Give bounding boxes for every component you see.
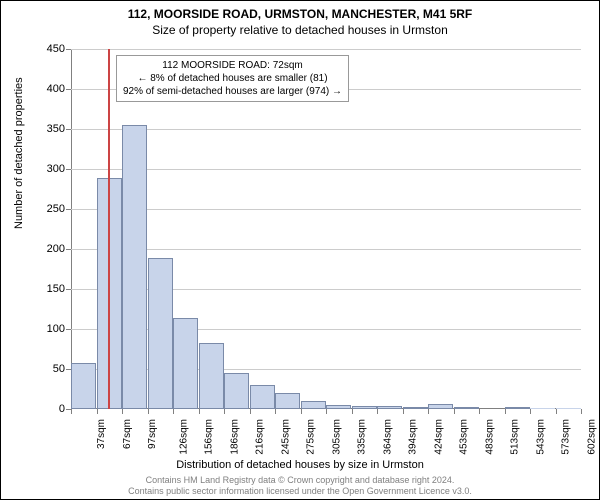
gridline [71, 169, 581, 170]
gridline [71, 249, 581, 250]
x-tick-mark [530, 409, 531, 414]
histogram-bar [250, 385, 275, 409]
histogram-bar [148, 258, 173, 409]
y-tick-mark [66, 289, 71, 290]
x-tick-mark [199, 409, 200, 414]
y-axis-label: Number of detached properties [13, 77, 25, 229]
x-tick-label: 573sqm [561, 419, 572, 455]
x-tick-label: 156sqm [204, 419, 215, 455]
histogram-bar [326, 405, 351, 409]
x-tick-label: 305sqm [331, 419, 342, 455]
x-tick-label: 67sqm [122, 419, 133, 449]
x-tick-mark [97, 409, 98, 414]
y-tick-label: 0 [35, 403, 65, 415]
histogram-bar [454, 407, 479, 409]
footer-line2: Contains public sector information licen… [1, 486, 599, 497]
x-tick-mark [301, 409, 302, 414]
x-tick-label: 245sqm [280, 419, 291, 455]
y-tick-label: 350 [35, 123, 65, 135]
histogram-bar [403, 407, 428, 409]
x-tick-label: 483sqm [484, 419, 495, 455]
histogram-bar [556, 408, 581, 409]
x-tick-label: 394sqm [408, 419, 419, 455]
x-tick-label: 364sqm [382, 419, 393, 455]
chart-container: 112, MOORSIDE ROAD, URMSTON, MANCHESTER,… [0, 0, 600, 500]
x-tick-label: 602sqm [586, 419, 597, 455]
histogram-bar [377, 406, 402, 409]
y-tick-mark [66, 89, 71, 90]
x-tick-mark [428, 409, 429, 414]
y-tick-label: 150 [35, 283, 65, 295]
plot-area: 112 MOORSIDE ROAD: 72sqm← 8% of detached… [71, 49, 581, 409]
x-tick-mark [173, 409, 174, 414]
x-tick-label: 513sqm [510, 419, 521, 455]
histogram-bar [505, 407, 530, 409]
x-tick-label: 126sqm [178, 419, 189, 455]
histogram-bar [530, 408, 555, 409]
x-tick-label: 424sqm [433, 419, 444, 455]
histogram-bar [199, 343, 224, 409]
y-tick-mark [66, 129, 71, 130]
y-tick-mark [66, 209, 71, 210]
annotation-line3: 92% of semi-detached houses are larger (… [123, 85, 342, 98]
y-tick-label: 50 [35, 363, 65, 375]
histogram-bar [122, 125, 147, 409]
x-tick-label: 543sqm [535, 419, 546, 455]
y-tick-mark [66, 169, 71, 170]
x-tick-mark [122, 409, 123, 414]
histogram-bar [275, 393, 300, 409]
x-tick-mark [148, 409, 149, 414]
x-axis-label: Distribution of detached houses by size … [1, 459, 599, 471]
x-tick-label: 37sqm [96, 419, 107, 449]
x-tick-mark [326, 409, 327, 414]
x-tick-mark [224, 409, 225, 414]
x-tick-mark [352, 409, 353, 414]
annotation-box: 112 MOORSIDE ROAD: 72sqm← 8% of detached… [116, 55, 349, 102]
y-tick-label: 200 [35, 243, 65, 255]
x-tick-label: 335sqm [357, 419, 368, 455]
annotation-line1: 112 MOORSIDE ROAD: 72sqm [123, 59, 342, 72]
histogram-bar [428, 404, 453, 409]
x-tick-mark [377, 409, 378, 414]
histogram-bar [301, 401, 326, 409]
x-tick-mark [581, 409, 582, 414]
footer-line1: Contains HM Land Registry data © Crown c… [1, 475, 599, 486]
histogram-bar [352, 406, 377, 409]
histogram-bar [173, 318, 198, 409]
x-tick-label: 97sqm [147, 419, 158, 449]
gridline [71, 209, 581, 210]
y-tick-mark [66, 329, 71, 330]
x-tick-mark [71, 409, 72, 414]
x-tick-mark [556, 409, 557, 414]
x-tick-label: 275sqm [306, 419, 317, 455]
y-tick-mark [66, 49, 71, 50]
x-tick-mark [505, 409, 506, 414]
x-tick-label: 186sqm [229, 419, 240, 455]
y-tick-label: 250 [35, 203, 65, 215]
y-tick-label: 300 [35, 163, 65, 175]
y-tick-label: 450 [35, 43, 65, 55]
y-tick-label: 400 [35, 83, 65, 95]
x-tick-mark [454, 409, 455, 414]
x-tick-mark [275, 409, 276, 414]
y-tick-mark [66, 249, 71, 250]
x-tick-mark [250, 409, 251, 414]
y-axis-line [71, 49, 72, 409]
annotation-line2: ← 8% of detached houses are smaller (81) [123, 72, 342, 85]
histogram-bar [224, 373, 249, 409]
chart-title-sub: Size of property relative to detached ho… [1, 23, 599, 37]
histogram-bar [71, 363, 96, 409]
x-tick-mark [479, 409, 480, 414]
gridline [71, 129, 581, 130]
chart-title-main: 112, MOORSIDE ROAD, URMSTON, MANCHESTER,… [1, 7, 599, 21]
x-tick-label: 453sqm [459, 419, 470, 455]
footer-text: Contains HM Land Registry data © Crown c… [1, 475, 599, 497]
x-tick-mark [403, 409, 404, 414]
property-marker-line [108, 49, 110, 409]
x-tick-label: 216sqm [255, 419, 266, 455]
y-tick-label: 100 [35, 323, 65, 335]
gridline [71, 49, 581, 50]
